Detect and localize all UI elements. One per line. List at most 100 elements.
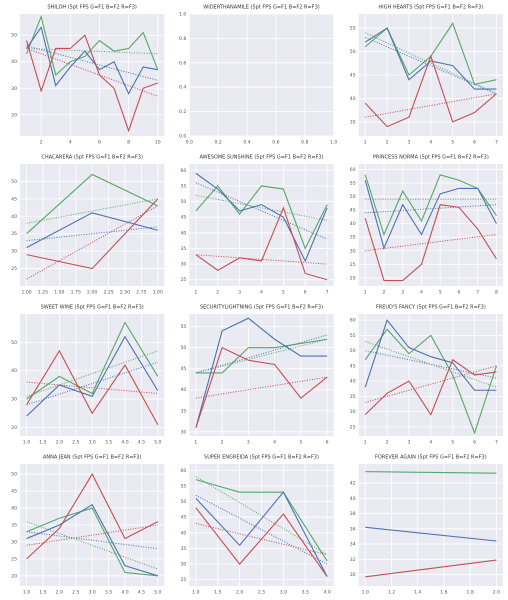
x-tick-label: 3.0 <box>89 440 96 446</box>
y-tick-label: 42 <box>350 481 356 487</box>
y-tick-label: 40 <box>11 368 17 374</box>
x-tick-label: 7 <box>326 290 329 296</box>
x-tick-label: 5.0 <box>154 590 161 596</box>
x-tick-label: 4 <box>429 140 432 146</box>
y-tick-label: 60 <box>350 167 356 173</box>
x-tick-label: 1.4 <box>414 590 421 596</box>
x-tick-label: 1.6 <box>440 590 447 596</box>
chart-title: WIDERTHANAMILE (5pt FPS G=F1 B=F2 R=F3) <box>203 5 319 11</box>
x-tick-label: 3 <box>247 440 250 446</box>
y-tick-label: 35 <box>180 246 186 252</box>
trend-line <box>195 338 328 374</box>
x-tick-label: 7 <box>495 440 498 446</box>
x-tick-label: 5 <box>299 440 302 446</box>
y-tick-label: 0.4 <box>179 85 186 91</box>
x-tick-label: 6 <box>98 140 101 146</box>
x-tick-label: 7 <box>476 290 479 296</box>
trend-line <box>365 32 497 95</box>
x-tick-label: 1 <box>364 140 367 146</box>
trend-line <box>26 226 158 242</box>
y-tick-label: 25 <box>180 277 186 283</box>
trend-line <box>26 48 158 97</box>
y-tick-label: 35 <box>350 119 356 125</box>
x-tick-label: 0.2 <box>215 140 222 146</box>
x-tick-label: 1.0 <box>23 440 30 446</box>
x-tick-label: 7 <box>495 140 498 146</box>
chart-title: CHACARERA (5pt FPS G=F1 B=F2 R=F3) <box>41 155 143 161</box>
y-tick-label: 40 <box>180 530 186 536</box>
x-tick-label: 2.0 <box>56 590 63 596</box>
x-tick-label: 4.0 <box>323 590 330 596</box>
y-tick-label: 0.6 <box>179 60 186 66</box>
trend-line <box>195 494 328 565</box>
y-tick-label: 50 <box>350 194 356 200</box>
y-tick-label: 40 <box>350 496 356 502</box>
x-tick-label: 4 <box>273 440 276 446</box>
series-line <box>195 185 328 250</box>
series-line <box>26 335 159 417</box>
x-tick-label: 1.2 <box>388 590 395 596</box>
series-line <box>195 206 328 281</box>
series-line <box>26 503 158 577</box>
x-tick-label: 0.4 <box>243 140 250 146</box>
x-tick-label: 2.0 <box>56 440 63 446</box>
series-line <box>26 198 159 270</box>
y-tick-label: 55 <box>180 183 186 189</box>
x-tick-label: 2.50 <box>120 290 130 296</box>
y-tick-label: 45 <box>180 366 186 372</box>
trend-line <box>26 205 159 280</box>
y-tick-label: 30 <box>180 429 186 435</box>
x-tick-label: 3.00 <box>153 290 163 296</box>
x-tick-label: 1.50 <box>54 290 64 296</box>
x-tick-label: 1.0 <box>330 140 337 146</box>
x-tick-label: 4.5 <box>138 440 145 446</box>
trend-line <box>365 204 497 214</box>
x-tick-label: 1.5 <box>214 590 221 596</box>
x-tick-label: 2.5 <box>72 590 79 596</box>
y-tick-label: 25 <box>350 424 356 430</box>
y-tick-label: 45 <box>180 515 186 521</box>
y-tick-label: 25 <box>180 577 186 583</box>
y-tick-label: 55 <box>350 26 356 32</box>
x-tick-label: 4 <box>69 140 72 146</box>
y-tick-label: 20 <box>350 275 356 281</box>
trend-line <box>195 376 328 399</box>
x-tick-label: 1 <box>194 440 197 446</box>
y-tick-label: 1.0 <box>179 12 186 18</box>
x-tick-label: 1.75 <box>71 290 81 296</box>
trend-line <box>365 340 497 388</box>
y-tick-label: 30 <box>11 539 17 545</box>
y-tick-label: 50 <box>180 345 186 351</box>
chart-title: FOREVER AGAIN (5pt FPS G=F1 B=F2 R=F3) <box>375 455 487 461</box>
trend-line <box>26 45 158 81</box>
y-tick-label: 35 <box>180 546 186 552</box>
x-tick-label: 10 <box>155 140 161 146</box>
x-tick-label: 2.00 <box>87 290 97 296</box>
x-tick-label: 2 <box>386 140 389 146</box>
x-tick-label: 8 <box>127 140 130 146</box>
x-tick-label: 2 <box>221 440 224 446</box>
y-tick-label: 35 <box>11 231 17 237</box>
plot-area <box>20 14 165 136</box>
x-tick-label: 6 <box>473 140 476 146</box>
y-tick-label: 0.8 <box>179 36 186 42</box>
series-line <box>26 212 158 249</box>
x-tick-label: 2.5 <box>258 590 265 596</box>
y-tick-label: 25 <box>350 262 356 268</box>
x-tick-label: 1.8 <box>467 590 474 596</box>
x-tick-label: 1.5 <box>39 440 46 446</box>
y-tick-label: 35 <box>11 523 17 529</box>
trend-line <box>365 233 497 252</box>
y-tick-label: 50 <box>11 179 17 185</box>
x-tick-label: 3 <box>407 140 410 146</box>
chart-title: SECURITYLIGHTNING (5pt FPS G=F1 B=F2 R=F… <box>200 305 323 311</box>
y-tick-label: 0.2 <box>179 109 186 115</box>
x-tick-label: 2 <box>386 440 389 446</box>
chart-title: SHILOH (5pt FPS G=F1 B=F2 R=F3) <box>47 5 137 11</box>
y-tick-label: 60 <box>350 318 356 324</box>
x-tick-label: 3 <box>401 290 404 296</box>
series-line <box>195 491 328 577</box>
series-line <box>26 34 158 133</box>
